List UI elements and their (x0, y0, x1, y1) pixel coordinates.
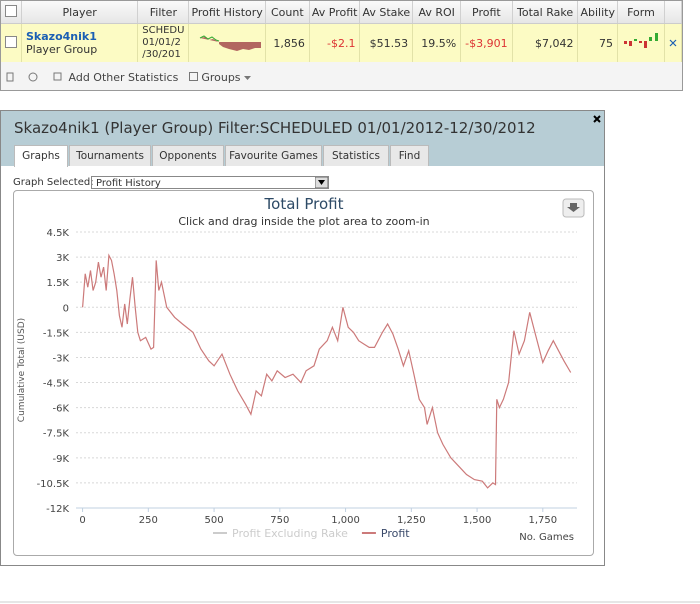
column-header[interactable]: Ability (577, 1, 618, 24)
x-tick-label: 0 (79, 515, 85, 526)
profit-dialog: Skazo4nik1 (Player Group) Filter:SCHEDUL… (0, 110, 605, 566)
column-header[interactable]: Count (265, 1, 310, 24)
av-profit-cell: -$2.1 (309, 23, 361, 62)
x-tick-label: 1,500 (463, 515, 492, 526)
column-header[interactable]: Profit History (188, 1, 266, 24)
tab[interactable]: Statistics (323, 145, 389, 166)
column-header[interactable]: Av Stake (359, 1, 414, 24)
x-axis-title: No. Games (519, 532, 574, 543)
filter-cell: SCHEDU 01/01/2/30/201 (137, 23, 190, 62)
toolbar: Add Other Statistics Groups (5, 71, 252, 84)
dialog-title: Skazo4nik1 (Player Group) Filter:SCHEDUL… (14, 119, 536, 137)
y-tick-label: 0 (63, 303, 69, 314)
graph-select[interactable]: Profit History (91, 176, 329, 189)
tab[interactable]: Find (390, 145, 429, 166)
profit-cell: -$3,901 (460, 23, 513, 62)
rake-cell: $7,042 (512, 23, 579, 62)
form-chart (623, 32, 658, 48)
chart-title: Total Profit (264, 195, 344, 213)
player-link[interactable]: Skazo4nik1 (26, 30, 97, 43)
column-header[interactable]: Av Profit (309, 1, 361, 24)
player-group: Player Group (26, 43, 98, 56)
graph-label: Graph Selected: (13, 177, 94, 188)
y-tick-label: -7.5K (43, 429, 70, 440)
y-tick-label: -3K (52, 353, 69, 364)
graph-select-value: Profit History (96, 178, 161, 189)
tab[interactable]: Opponents (152, 145, 224, 166)
stats-table: Player Filter Profit History Count Av Pr… (1, 1, 683, 62)
y-tick-label: -10.5K (37, 479, 70, 490)
x-tick-label: 750 (270, 515, 289, 526)
sparkline (199, 34, 261, 51)
select-all[interactable] (1, 1, 22, 24)
player-cell: Skazo4nik1 Player Group (21, 23, 139, 62)
y-tick-label: 1.5K (47, 278, 70, 289)
y-tick-label: 3K (56, 253, 69, 264)
column-header[interactable]: Filter (137, 1, 190, 24)
data-row: Skazo4nik1 Player Group SCHEDU 01/01/2/30/… (1, 23, 683, 62)
y-tick-label: -4.5K (43, 379, 70, 390)
download-button[interactable] (562, 198, 585, 218)
y-tick-label: -1.5K (43, 328, 70, 339)
sparkline-cell (188, 23, 266, 62)
y-tick-label: -12K (46, 504, 69, 515)
y-tick-label: 4.5K (47, 228, 70, 239)
close-button[interactable] (593, 115, 601, 123)
tab[interactable]: Tournaments (69, 145, 151, 166)
x-tick-label: 1,250 (397, 515, 426, 526)
column-header[interactable]: Total Rake (512, 1, 579, 24)
column-header[interactable]: Player (21, 1, 139, 24)
column-header (664, 1, 683, 24)
count-cell: 1,856 (265, 23, 310, 62)
filter-line: SCHEDU (142, 25, 185, 36)
chart-box: Total Profit Click and drag inside the p… (13, 190, 594, 556)
legend-label: Profit Excluding Rake (232, 527, 348, 540)
x-tick-label: 1,750 (528, 515, 557, 526)
stats-panel: Player Filter Profit History Count Av Pr… (0, 0, 683, 91)
groups-button[interactable]: Groups (201, 71, 241, 84)
remove-cell[interactable] (664, 23, 683, 62)
y-tick-label: -9K (52, 454, 69, 465)
y-axis-title: Cumulative Total (USD) (17, 318, 27, 422)
chart: Total Profit Click and drag inside the p… (17, 195, 585, 543)
column-header[interactable]: Form (617, 1, 665, 24)
tab[interactable]: Favourite Games (225, 145, 322, 166)
add-statistics-button[interactable]: Add Other Statistics (68, 71, 179, 84)
row-select[interactable] (1, 23, 22, 62)
filter-line: 01/01/2 (142, 37, 181, 48)
y-tick-label: -6K (52, 404, 69, 415)
chart-subtitle: Click and drag inside the plot area to z… (178, 215, 429, 228)
legend-label: Profit (381, 527, 410, 540)
header-row: Player Filter Profit History Count Av Pr… (1, 1, 683, 24)
bottom-border (0, 601, 700, 603)
x-tick-label: 1,000 (331, 515, 360, 526)
tab[interactable]: Graphs (14, 145, 68, 167)
av-stake-cell: $51.53 (359, 23, 414, 62)
column-header[interactable]: Av ROI (412, 1, 462, 24)
x-tick-label: 250 (139, 515, 158, 526)
ability-cell: 75 (577, 23, 618, 62)
dialog-header: Skazo4nik1 (Player Group) Filter:SCHEDUL… (1, 111, 604, 167)
form-cell (617, 23, 665, 62)
x-tick-label: 500 (205, 515, 224, 526)
av-roi-cell: 19.5% (412, 23, 462, 62)
filter-line: /30/201 (142, 49, 181, 60)
column-header[interactable]: Profit (460, 1, 513, 24)
profit-line (82, 253, 572, 489)
